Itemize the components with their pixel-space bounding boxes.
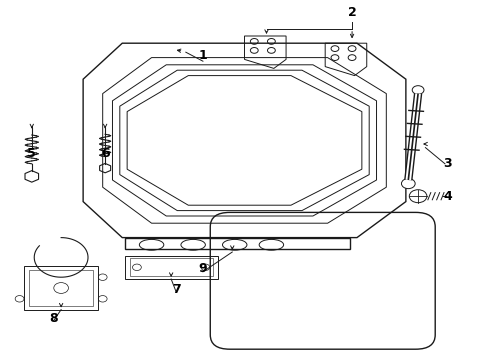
- Circle shape: [401, 179, 414, 189]
- Text: 3: 3: [442, 157, 451, 170]
- Text: 2: 2: [347, 6, 356, 19]
- Text: 6: 6: [101, 147, 109, 159]
- Text: 1: 1: [198, 49, 207, 62]
- Circle shape: [411, 86, 423, 94]
- Text: 9: 9: [198, 262, 207, 275]
- Text: 8: 8: [49, 312, 58, 325]
- Text: 5: 5: [27, 147, 36, 159]
- Text: 7: 7: [171, 283, 180, 296]
- Text: 4: 4: [442, 190, 451, 203]
